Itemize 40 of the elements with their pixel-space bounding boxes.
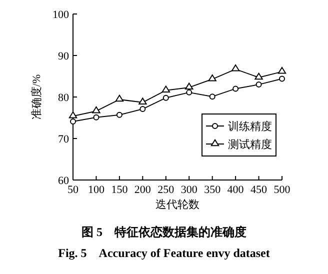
point (162, 86, 170, 92)
point (93, 114, 100, 120)
x-tick-label: 350 (204, 184, 222, 196)
y-tick-label: 90 (58, 50, 70, 62)
point (208, 74, 216, 82)
point (138, 98, 147, 104)
point (162, 94, 169, 101)
x-tick-label: 400 (227, 184, 244, 196)
point (279, 76, 285, 82)
caption: Fig. 5 Accuracy of Feature envy dataset (58, 246, 270, 260)
point (140, 106, 146, 112)
x-tick-label: 100 (88, 184, 105, 196)
point (232, 86, 239, 92)
y-tick-label: 100 (52, 9, 70, 21)
legend-label: 测试精度 (228, 138, 272, 151)
x-tick-label: 250 (158, 184, 175, 196)
legend-label: 训练精度 (228, 120, 272, 133)
point (209, 94, 216, 100)
point (256, 82, 262, 88)
point (186, 89, 192, 96)
point (231, 64, 240, 72)
point (185, 82, 194, 90)
y-tick-label: 70 (58, 134, 70, 146)
point (278, 66, 286, 74)
caption: 图 5 特征依恋数据集的准确度 (82, 225, 246, 239)
point (116, 112, 122, 118)
point (254, 72, 263, 80)
x-tick-label: 200 (134, 184, 152, 196)
x-tick-label: 500 (274, 184, 291, 196)
x-tick-label: 50 (68, 184, 79, 196)
point (92, 106, 100, 114)
y-tick-label: 60 (58, 175, 70, 187)
y-axis-title: 准确度/% (30, 74, 43, 120)
point (70, 118, 76, 124)
x-tick-label: 150 (111, 184, 128, 196)
x-tick-label: 450 (250, 184, 268, 196)
y-tick-label: 80 (58, 92, 70, 104)
x-tick-label: 300 (180, 184, 198, 196)
point (115, 94, 124, 102)
x-axis-title: 迭代轮数 (156, 198, 200, 211)
